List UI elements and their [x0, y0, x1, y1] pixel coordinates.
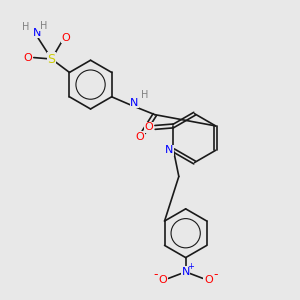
Text: H: H: [141, 90, 148, 100]
Text: O: O: [61, 33, 70, 43]
Text: H: H: [22, 22, 29, 32]
Text: O: O: [204, 275, 213, 285]
Text: N: N: [33, 28, 41, 38]
Text: O: O: [23, 52, 32, 63]
Text: O: O: [136, 132, 144, 142]
Text: N: N: [182, 267, 190, 277]
Text: N: N: [165, 145, 173, 155]
Text: -: -: [154, 268, 158, 281]
Text: +: +: [187, 262, 194, 271]
Text: -: -: [213, 268, 218, 281]
Text: H: H: [40, 21, 47, 31]
Text: O: O: [145, 122, 154, 132]
Text: S: S: [48, 52, 56, 66]
Text: O: O: [159, 275, 167, 285]
Text: N: N: [130, 98, 139, 108]
